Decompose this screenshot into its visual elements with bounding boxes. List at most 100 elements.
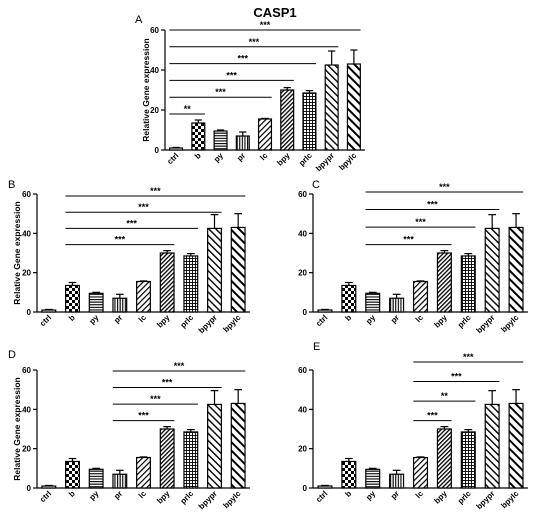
y-tick-label: 0 (303, 484, 308, 493)
significance-label: *** (403, 235, 414, 245)
category-label-bpypr: bpypr (197, 489, 219, 511)
bar-b (341, 460, 357, 489)
y-tick-label: 20 (150, 106, 159, 115)
significance-label: *** (215, 87, 226, 97)
significance-label: *** (463, 352, 474, 362)
bar-pr (112, 297, 128, 313)
significance-label: *** (439, 182, 450, 192)
bar-lc (412, 280, 429, 313)
category-label-pr: pr (389, 313, 401, 325)
significance-label: *** (427, 200, 438, 210)
bar-bpypr (484, 403, 500, 489)
bar-pr (235, 135, 250, 151)
category-label-bpy: bpy (432, 489, 449, 506)
category-label-bpypr: bpypr (197, 313, 219, 335)
panel-letter: D (8, 349, 16, 361)
figure-title: CASP1 (253, 5, 296, 20)
category-label-pr: pr (389, 489, 401, 501)
category-label-lc: lc (414, 313, 425, 324)
category-label-lc: lc (258, 151, 269, 162)
category-label-bpy: bpy (155, 489, 172, 506)
bar-lc (136, 280, 151, 313)
bar-ctrl (41, 309, 57, 313)
bar-bpypr (207, 227, 222, 313)
bar-pr (112, 473, 128, 489)
category-label-py: py (212, 151, 225, 164)
category-label-bpylc: bpylc (499, 313, 521, 335)
bar-bpypr (484, 227, 500, 313)
significance-label: *** (150, 394, 161, 404)
category-label-bpy: bpy (275, 151, 292, 168)
bar-prlc (183, 255, 199, 313)
category-label-pr: pr (235, 151, 247, 163)
y-tick-label: 40 (298, 405, 307, 414)
category-label-py: py (364, 489, 377, 502)
significance-label: *** (415, 217, 426, 227)
y-tick-label: 40 (150, 66, 159, 75)
y-tick-label: 0 (27, 308, 32, 317)
panel-letter: A (135, 14, 143, 26)
bar-py (88, 292, 104, 313)
y-axis-label: Relative Gene expression (12, 377, 22, 480)
bar-bpypr (207, 403, 222, 489)
significance-label: *** (226, 70, 237, 80)
category-label-pr: pr (112, 489, 124, 501)
y-tick-label: 60 (22, 190, 31, 199)
bar-prlc (183, 431, 199, 489)
y-tick-label: 60 (298, 366, 307, 375)
y-tick-label: 0 (155, 146, 160, 155)
category-label-b: b (193, 151, 203, 161)
bar-bpylc (508, 226, 524, 313)
bar-bpylc (230, 402, 246, 489)
bar-py (365, 292, 381, 313)
bar-bpylc (508, 402, 524, 489)
category-label-bpylc: bpylc (499, 489, 521, 511)
significance-label: *** (249, 37, 260, 47)
significance-label: *** (427, 411, 438, 421)
category-label-py: py (364, 313, 377, 326)
significance-label: *** (126, 218, 137, 228)
y-tick-label: 20 (22, 269, 31, 278)
category-label-bpypr: bpypr (474, 489, 496, 511)
panel-letter: B (8, 179, 15, 191)
y-tick-label: 60 (150, 26, 159, 35)
y-tick-label: 0 (303, 308, 308, 317)
category-label-py: py (88, 313, 101, 326)
category-label-bpylc: bpylc (221, 313, 243, 335)
significance-label: ** (441, 391, 449, 401)
bar-lc (257, 118, 273, 151)
y-tick-label: 20 (298, 269, 307, 278)
bar-bpy (436, 252, 452, 313)
panel-letter: E (313, 341, 320, 353)
significance-label: *** (138, 202, 149, 212)
bar-py (213, 130, 228, 151)
category-label-bpy: bpy (155, 313, 172, 330)
y-tick-label: 60 (298, 190, 307, 199)
significance-label: *** (162, 378, 173, 388)
category-label-prlc: prlc (297, 151, 314, 168)
category-label-lc: lc (414, 489, 425, 500)
category-label-b: b (67, 313, 77, 323)
bar-ctrl (317, 485, 333, 489)
category-label-lc: lc (137, 313, 148, 324)
bar-b (65, 460, 80, 489)
bar-lc (412, 456, 429, 489)
bar-pr (389, 473, 405, 489)
bar-bpy (280, 89, 295, 151)
category-label-ctrl: ctrl (165, 151, 180, 166)
bar-bpypr (324, 64, 339, 151)
category-label-bpy: bpy (432, 313, 449, 330)
category-label-prlc: prlc (179, 313, 196, 330)
category-label-bpylc: bpylc (337, 151, 359, 173)
category-label-prlc: prlc (456, 313, 473, 330)
bar-b (65, 284, 80, 313)
bar-bpy (159, 252, 175, 313)
bar-bpy (159, 428, 175, 489)
category-label-prlc: prlc (456, 489, 473, 506)
category-label-lc: lc (137, 489, 148, 500)
bar-prlc (460, 431, 476, 489)
significance-label: ** (184, 104, 192, 114)
panel-letter: C (312, 179, 320, 191)
